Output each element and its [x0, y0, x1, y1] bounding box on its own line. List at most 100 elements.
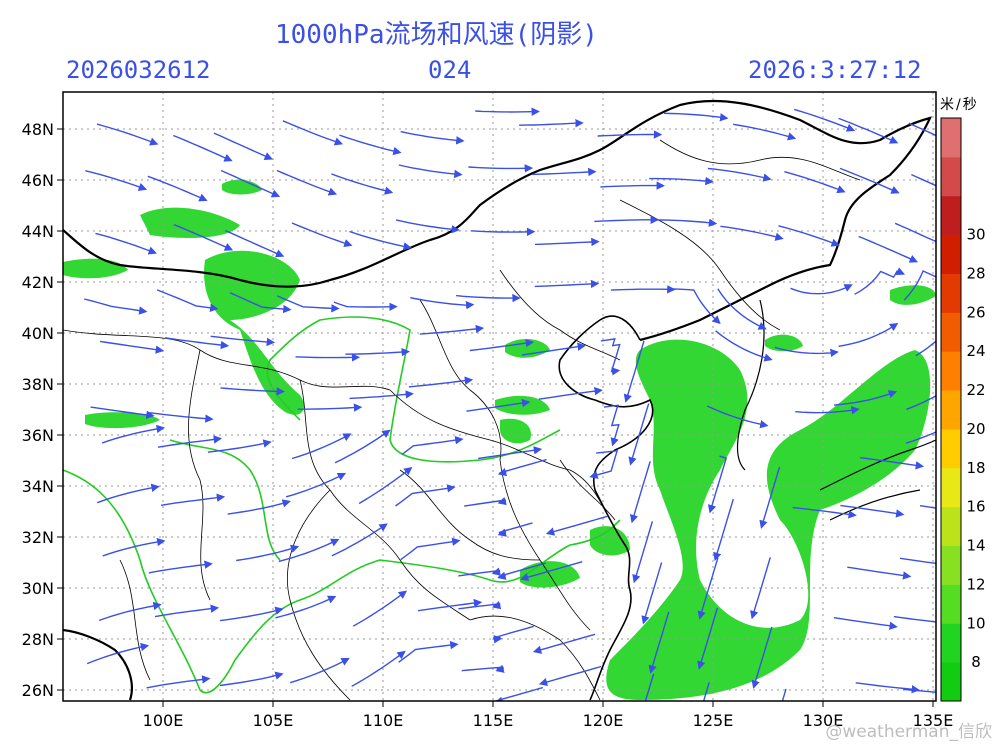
lat-label: 48N: [22, 120, 54, 139]
streamline: [475, 107, 540, 116]
streamline: [847, 566, 912, 580]
streamline: [224, 229, 285, 258]
streamline: [154, 604, 220, 618]
valid-time-label: 2026:3:27:12: [748, 56, 922, 84]
streamline: [98, 601, 162, 622]
colorbar-frame: [940, 117, 962, 702]
streamline: [95, 232, 157, 255]
colorbar-swatch: [941, 195, 961, 236]
watermark: @weatherman_信欣: [825, 722, 992, 742]
streamline: [358, 466, 413, 505]
run-time-label: 2026032612: [66, 56, 211, 84]
lat-label: 40N: [22, 324, 54, 343]
streamline: [792, 506, 857, 519]
colorbar-tick-label: 22: [966, 381, 985, 399]
streamline: [784, 171, 846, 194]
streamline: [600, 338, 621, 376]
colorbar-swatch: [941, 273, 961, 313]
colorbar-tick-label: 26: [966, 303, 985, 321]
streamline: [603, 404, 620, 447]
streamline: [759, 466, 781, 529]
streamline: [227, 499, 291, 515]
streamline: [349, 390, 414, 400]
streamline: [339, 134, 402, 156]
streamline: [295, 353, 361, 362]
lat-label: 46N: [22, 171, 54, 190]
colorbar-swatch: [941, 584, 961, 624]
streamline: [840, 504, 905, 518]
colorbar-swatch: [941, 390, 961, 430]
colorbar-tick-label: 24: [966, 342, 985, 360]
colorbar-tick-label: 30: [966, 226, 985, 244]
streamline: [672, 288, 721, 325]
streamline: [497, 458, 547, 477]
wind-speed-shading: [63, 179, 936, 700]
streamline: [289, 657, 350, 684]
streamline: [649, 176, 714, 186]
streamline: [894, 222, 936, 243]
colorbar-swatch: [941, 118, 961, 158]
streamline: [401, 436, 464, 455]
lat-label: 42N: [22, 273, 54, 292]
streamline: [778, 225, 840, 247]
colorbar-tick-label: 10: [966, 614, 985, 632]
streamline: [236, 544, 300, 562]
streamline: [623, 340, 645, 403]
lat-label: 34N: [22, 477, 54, 496]
plot-frame: [62, 91, 937, 702]
lon-label: 115E: [473, 711, 514, 730]
streamline: [102, 537, 166, 557]
colorbar-tick-label: 8: [971, 653, 981, 671]
streamline: [291, 433, 352, 460]
streamline: [908, 122, 936, 137]
streamline: [855, 682, 920, 694]
streamline: [464, 496, 507, 507]
streamline: [148, 560, 213, 574]
streamline: [774, 346, 839, 358]
streamline: [751, 626, 773, 689]
streamline: [333, 301, 398, 311]
latitude-axis: 48N 46N 44N 42N 40N 38N 36N 34N 32N 30N …: [22, 120, 63, 700]
streamline: [276, 169, 338, 196]
streamline: [906, 395, 936, 410]
streamline: [790, 284, 853, 295]
streamline: [538, 387, 603, 400]
streamline: [915, 340, 936, 357]
streamline: [597, 130, 663, 139]
streamline: [858, 235, 919, 263]
japan-coast: [819, 439, 936, 521]
streamline: [903, 688, 936, 693]
streamline: [395, 484, 456, 507]
streamline: [594, 215, 659, 225]
streamline: [220, 606, 284, 622]
lon-label: 110E: [363, 711, 404, 730]
forecast-hour-label: 024: [428, 56, 472, 84]
streamline: [706, 405, 769, 429]
streamline: [793, 108, 856, 132]
colorbar-swatch: [941, 312, 961, 352]
streamline: [652, 218, 718, 227]
streamline: [534, 237, 600, 247]
colorbar-swatch: [941, 506, 961, 547]
streamline: [276, 295, 340, 313]
streamline: [331, 523, 388, 557]
lat-label: 38N: [22, 375, 54, 394]
streamline: [838, 322, 899, 347]
colorbar-tick-label: 14: [966, 537, 985, 555]
colorbar-swatch: [941, 234, 961, 274]
streamline: [352, 590, 408, 627]
colorbar-tick-label: 28: [966, 264, 985, 282]
colorbar-swatch: [941, 156, 961, 197]
lat-label: 26N: [22, 681, 54, 700]
streamline: [648, 611, 670, 674]
streamline: [84, 298, 148, 315]
streamline: [220, 387, 285, 396]
streamline: [207, 439, 272, 453]
streamline: [833, 617, 898, 630]
province-borders: [63, 139, 861, 701]
plot-area: [63, 92, 936, 701]
streamline: [291, 222, 353, 248]
colorbar-swatch: [941, 662, 961, 702]
streamline: [859, 457, 925, 470]
